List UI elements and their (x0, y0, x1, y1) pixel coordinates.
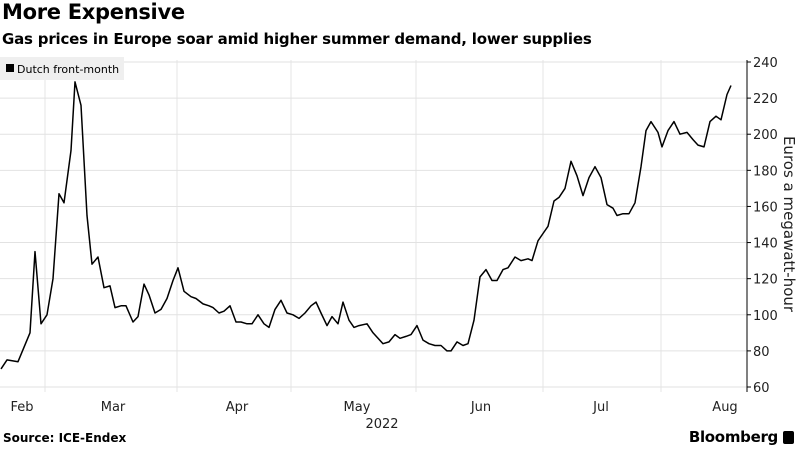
x-tick-label-mar: Mar (101, 400, 126, 415)
chart-title: More Expensive (2, 0, 185, 24)
source-note: Source: ICE-Endex (3, 431, 127, 445)
legend-label: Dutch front-month (17, 63, 119, 76)
x-tick-label-jul: Jul (592, 400, 609, 415)
legend-box (0, 57, 124, 80)
y-tick-label: 140 (753, 237, 778, 252)
x-axis-year-label: 2022 (365, 417, 398, 432)
y-tick-label: 160 (753, 200, 778, 215)
legend-swatch (6, 64, 14, 72)
series-line-dutch-front-month (0, 81, 732, 370)
x-tick-label-jun: Jun (470, 400, 491, 415)
y-axis-title: Euros a megawatt-hour (780, 136, 798, 313)
y-tick-label: 60 (753, 381, 770, 396)
gridlines (0, 60, 747, 392)
y-tick-label: 120 (753, 273, 778, 288)
x-tick-label-feb: Feb (10, 400, 33, 415)
bloomberg-terminal-icon (783, 431, 794, 444)
y-tick-label: 240 (753, 56, 778, 71)
bloomberg-logo: Bloomberg (688, 428, 778, 446)
x-tick-label-may: May (344, 400, 371, 415)
y-tick-label: 100 (753, 309, 778, 324)
chart-subtitle: Gas prices in Europe soar amid higher su… (2, 30, 592, 48)
y-axis-ticks: 60 80 100 120 140 160 180 200 220 240 (747, 56, 778, 396)
x-axis-ticks: Feb Mar Apr May Jun Jul Aug (10, 400, 737, 415)
y-tick-label: 80 (753, 345, 770, 360)
y-tick-label: 180 (753, 164, 778, 179)
y-tick-label: 200 (753, 128, 778, 143)
x-tick-label-apr: Apr (226, 400, 249, 415)
x-tick-label-aug: Aug (712, 400, 737, 415)
y-tick-label: 220 (753, 92, 778, 107)
